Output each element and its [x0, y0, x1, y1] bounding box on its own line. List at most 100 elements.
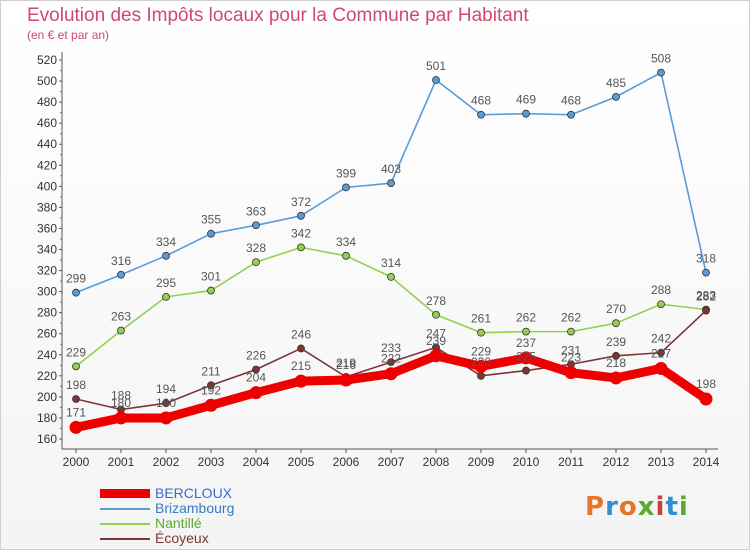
x-tick-label: 2006 [333, 455, 360, 469]
data-label: 355 [201, 213, 221, 227]
data-point [72, 395, 80, 403]
data-label: 314 [381, 256, 401, 270]
legend-swatch [100, 523, 150, 525]
logo-letter: o [618, 492, 638, 522]
data-label: 198 [66, 378, 86, 392]
data-point [207, 286, 215, 295]
legend-swatch [100, 538, 150, 540]
data-point [249, 386, 263, 400]
data-label: 342 [291, 226, 311, 240]
data-label: 270 [606, 302, 626, 316]
data-point [474, 359, 488, 373]
data-point [162, 251, 170, 260]
x-tick-label: 2014 [693, 455, 720, 469]
legend-item: Écoyeux [100, 531, 300, 546]
data-label: 372 [291, 195, 311, 209]
logo-letter: P [585, 492, 606, 522]
logo-letter: t [665, 492, 679, 522]
data-point [114, 411, 128, 425]
data-label: 263 [111, 310, 131, 324]
data-point [252, 365, 260, 374]
data-label: 229 [471, 344, 491, 358]
data-label: 194 [156, 382, 176, 396]
logo-letter: i [655, 492, 666, 522]
legend-item: Nantillé [100, 516, 300, 531]
data-point [72, 362, 80, 371]
data-point [162, 292, 170, 301]
data-label: 211 [201, 364, 220, 378]
data-point [522, 109, 530, 118]
data-point [207, 229, 215, 238]
chart-subtitle: (en € et par an) [27, 28, 110, 42]
data-label: 316 [111, 254, 131, 268]
proxiti-logo: Proxiti [585, 492, 689, 522]
data-label: 233 [381, 341, 401, 355]
data-label: 261 [471, 312, 491, 326]
x-tick-label: 2004 [243, 455, 270, 469]
legend-label: Écoyeux [155, 530, 209, 546]
data-point [429, 349, 443, 363]
y-tick-label: 440 [37, 137, 57, 151]
legend-label: BERCLOUX [155, 485, 233, 501]
data-point [297, 243, 305, 252]
data-label: 220 [471, 355, 491, 369]
data-point [387, 358, 395, 367]
data-point [207, 381, 215, 390]
data-label: 278 [426, 294, 446, 308]
data-point [387, 272, 395, 281]
data-label: 262 [516, 311, 536, 325]
legend-swatch [100, 508, 150, 510]
data-point [69, 420, 83, 434]
data-label: 301 [201, 270, 221, 284]
data-point [252, 258, 260, 267]
data-point [342, 183, 350, 192]
x-tick-label: 2013 [648, 455, 675, 469]
x-tick-label: 2009 [468, 455, 495, 469]
data-point [297, 211, 305, 220]
data-label: 180 [156, 396, 176, 410]
y-tick-label: 400 [37, 179, 57, 193]
data-label: 192 [201, 383, 221, 397]
x-tick-label: 2010 [513, 455, 540, 469]
data-point [432, 76, 440, 84]
data-point [477, 328, 485, 337]
data-label: 218 [606, 356, 626, 370]
data-point [612, 319, 620, 328]
logo-letter: x [637, 492, 656, 522]
data-point [609, 371, 623, 385]
data-label: 318 [696, 252, 716, 266]
data-label: 223 [561, 351, 581, 365]
data-label: 204 [246, 371, 266, 385]
legend-swatch [100, 489, 150, 498]
data-point [387, 179, 395, 188]
data-label: 231 [561, 343, 581, 357]
data-label: 229 [66, 345, 86, 359]
y-tick-label: 420 [37, 158, 57, 172]
logo-letter: i [678, 492, 689, 522]
data-label: 283 [696, 289, 716, 303]
data-label: 262 [561, 311, 581, 325]
data-point [294, 374, 308, 388]
data-label: 334 [156, 235, 176, 249]
y-tick-label: 340 [37, 243, 57, 257]
y-tick-label: 500 [37, 74, 57, 88]
legend-item: BERCLOUX [100, 486, 300, 501]
data-label: 468 [471, 94, 491, 108]
y-tick-label: 240 [37, 348, 57, 362]
y-tick-label: 200 [37, 390, 57, 404]
y-tick-label: 180 [37, 411, 57, 425]
data-point [522, 327, 530, 336]
data-point [657, 68, 665, 77]
data-point [159, 411, 173, 425]
legend: BERCLOUX Brizambourg Nantillé Écoyeux [100, 486, 300, 546]
data-label: 399 [336, 166, 356, 180]
data-point [204, 398, 218, 412]
data-label: 328 [246, 241, 266, 255]
data-label: 198 [696, 377, 716, 391]
data-label: 469 [516, 93, 536, 107]
data-label: 334 [336, 235, 356, 249]
x-tick-label: 2000 [63, 455, 90, 469]
x-tick-label: 2002 [153, 455, 180, 469]
data-point [702, 306, 710, 315]
data-label: 299 [66, 272, 86, 286]
